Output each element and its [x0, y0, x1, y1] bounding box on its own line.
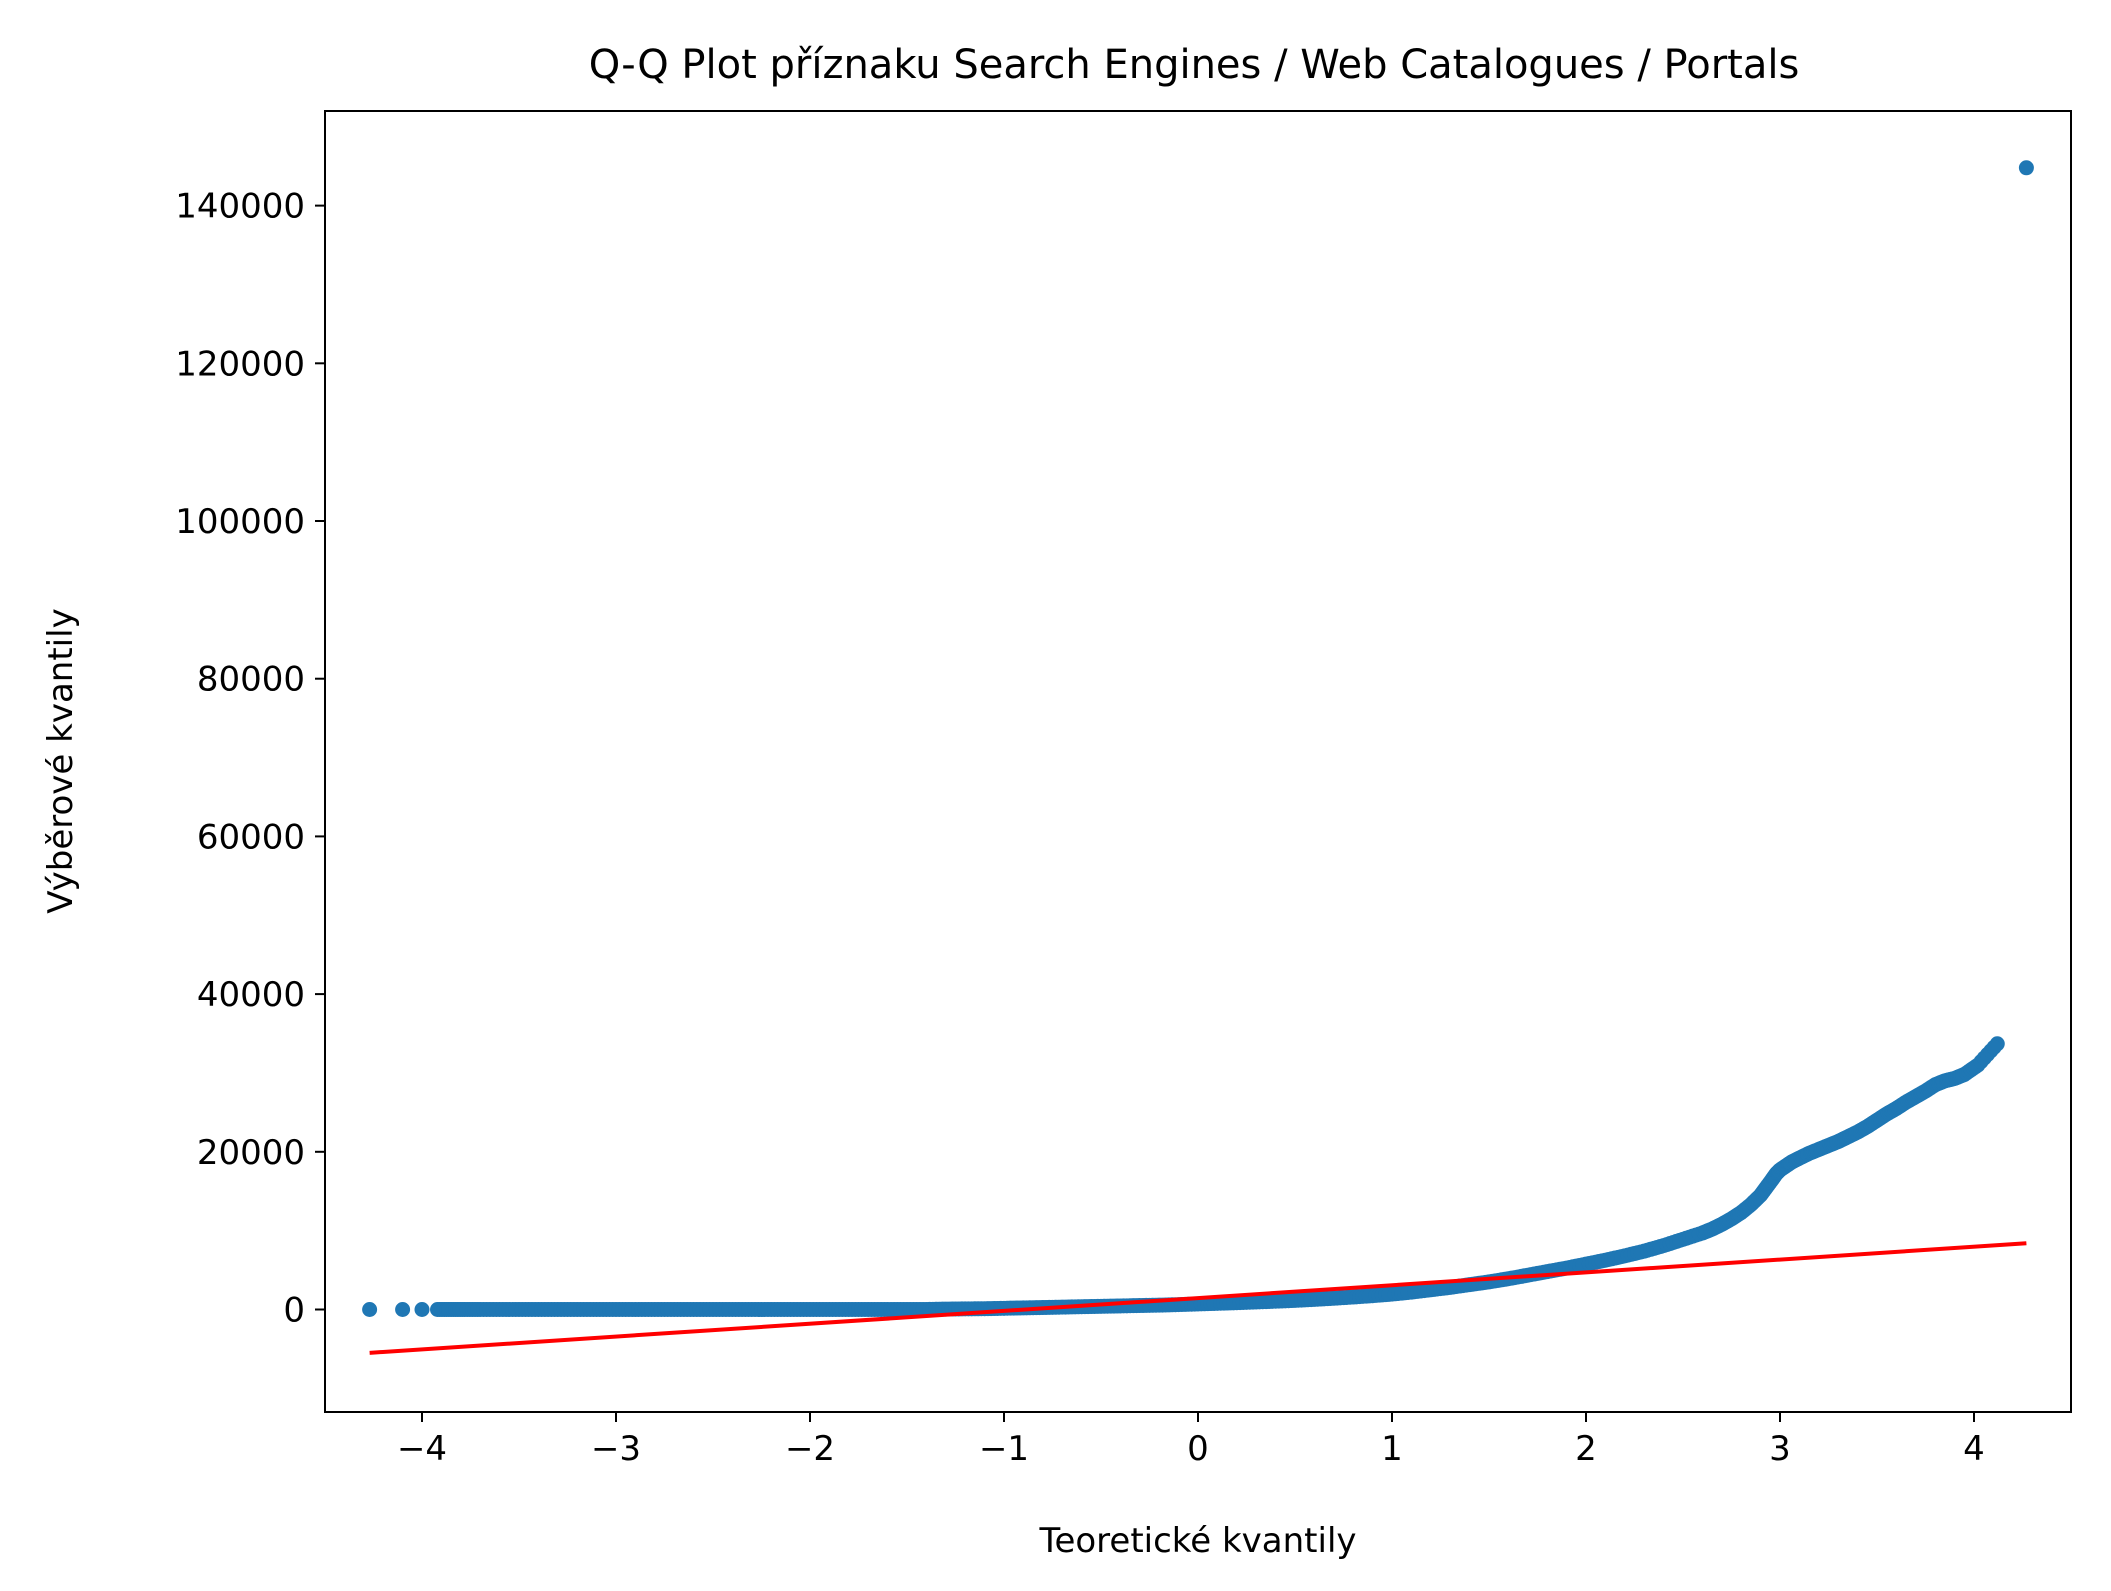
- x-axis-label: Teoretické kvantily: [1038, 1521, 1356, 1561]
- reference-line-layer: [369, 1241, 2027, 1355]
- y-tick-label: 100000: [175, 502, 305, 542]
- y-tick-label: 60000: [197, 817, 305, 857]
- sample-point: [395, 1301, 411, 1317]
- x-tick-label: −1: [979, 1429, 1029, 1469]
- x-tick-label: 2: [1575, 1429, 1597, 1469]
- x-tick-label: 3: [1769, 1429, 1791, 1469]
- y-tick-label: 140000: [175, 187, 305, 227]
- x-tick-label: −3: [591, 1429, 641, 1469]
- y-tick-label: 20000: [197, 1133, 305, 1173]
- x-tick-label: 1: [1381, 1429, 1403, 1469]
- y-tick-label: 0: [283, 1290, 305, 1330]
- plot-area: [324, 110, 2072, 1413]
- y-tick-label: 40000: [197, 975, 305, 1015]
- chart-title: Q-Q Plot příznaku Search Engines / Web C…: [589, 42, 1800, 88]
- x-tick-label: 4: [1963, 1429, 1985, 1469]
- y-axis-label: Výběrové kvantily: [41, 608, 81, 913]
- sample-point: [1986, 1039, 2002, 1055]
- y-axis: 0 20000 40000 60000 80000 100000 120000 140000: [175, 187, 325, 1330]
- y-tick-label: 120000: [175, 344, 305, 384]
- x-axis: −4 −3 −2 −1 0 1 2 3 4: [397, 1412, 1985, 1469]
- reference-line: [369, 1241, 2027, 1355]
- sample-point: [362, 1301, 378, 1317]
- x-tick-label: 0: [1187, 1429, 1209, 1469]
- x-tick-label: −4: [397, 1429, 447, 1469]
- sample-point: [414, 1301, 430, 1317]
- sample-point: [2018, 160, 2034, 176]
- y-tick-label: 80000: [197, 660, 305, 700]
- x-tick-label: −2: [785, 1429, 835, 1469]
